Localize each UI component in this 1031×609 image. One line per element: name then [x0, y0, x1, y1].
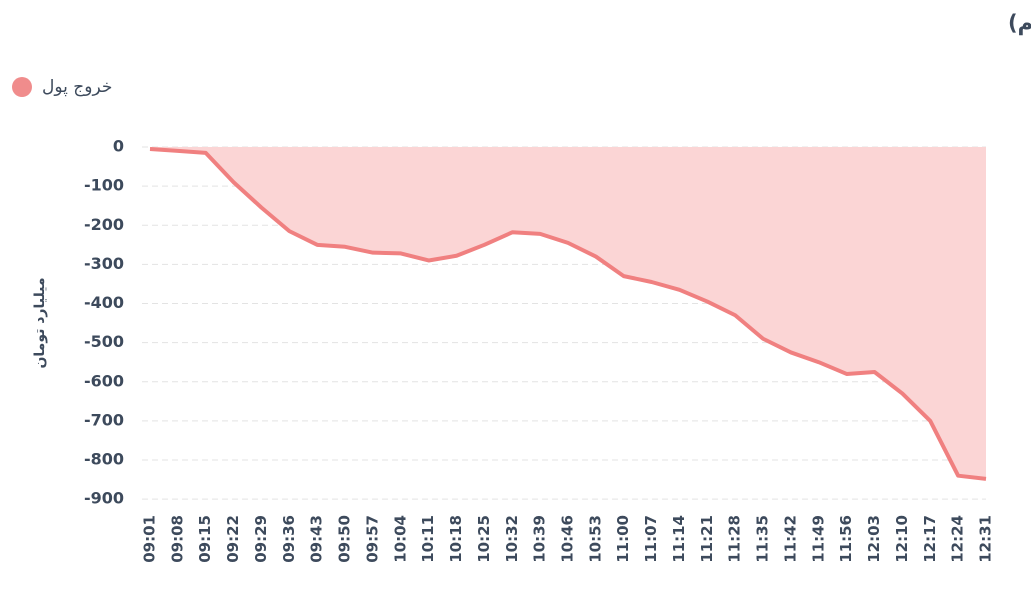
legend-marker[interactable]	[12, 77, 32, 97]
x-tick-label: 09:50	[336, 515, 354, 563]
x-tick-label: 11:35	[754, 515, 772, 563]
x-tick-label: 12:10	[893, 515, 911, 563]
x-tick-label: 11:56	[837, 515, 855, 563]
x-tick-label: 12:17	[921, 515, 939, 563]
x-tick-label: 12:03	[865, 515, 883, 563]
chart-title: روند تغییر مالکیت حقیقی (سهام و حق تقدم)	[1008, 11, 1031, 35]
x-tick-label: 12:24	[949, 515, 967, 563]
x-tick-label: 11:21	[698, 515, 716, 563]
y-tick-label: -900	[84, 489, 124, 508]
area	[150, 147, 986, 479]
x-tick-label: 10:04	[391, 515, 409, 563]
x-tick-label: 09:22	[224, 515, 242, 563]
x-tick-label: 09:36	[280, 515, 298, 563]
x-tick-label: 12:31	[977, 515, 995, 563]
legend-label[interactable]: خروج پول	[42, 77, 112, 97]
y-tick-label: -200	[84, 215, 124, 234]
x-tick-label: 10:25	[475, 515, 493, 563]
x-tick-label: 11:28	[726, 515, 744, 563]
x-tick-label: 10:53	[586, 515, 604, 563]
x-tick-label: 11:14	[670, 515, 688, 563]
y-tick-label: -100	[84, 176, 124, 195]
x-tick-label: 10:18	[447, 515, 465, 563]
y-tick-label: -400	[84, 293, 124, 312]
y-tick-label: -800	[84, 450, 124, 469]
line	[149, 146, 987, 481]
y-tick-label: -600	[84, 371, 124, 390]
y-axis-label: میلیارد تومان	[32, 277, 48, 368]
x-tick-label: 09:57	[363, 515, 381, 563]
y-tick-label: -300	[84, 254, 124, 273]
x-tick-label: 09:43	[308, 515, 326, 563]
x-tick-label: 10:11	[419, 515, 437, 563]
x-tick-label: 11:07	[642, 515, 660, 563]
y-tick-label: -500	[84, 332, 124, 351]
x-tick-label: 11:00	[614, 515, 632, 563]
x-tick-label: 09:15	[196, 515, 214, 563]
x-tick-label: 10:39	[531, 515, 549, 563]
y-tick-label: -700	[84, 410, 124, 429]
y-tick-label: 0	[113, 137, 124, 156]
x-tick-label: 11:42	[781, 515, 799, 563]
x-tick-label: 10:46	[559, 515, 577, 563]
x-tick-label: 09:01	[141, 515, 159, 563]
x-tick-label: 10:32	[503, 515, 521, 563]
x-tick-label: 09:29	[252, 515, 270, 563]
x-tick-label: 09:08	[168, 515, 186, 563]
x-tick-label: 11:49	[809, 515, 827, 563]
